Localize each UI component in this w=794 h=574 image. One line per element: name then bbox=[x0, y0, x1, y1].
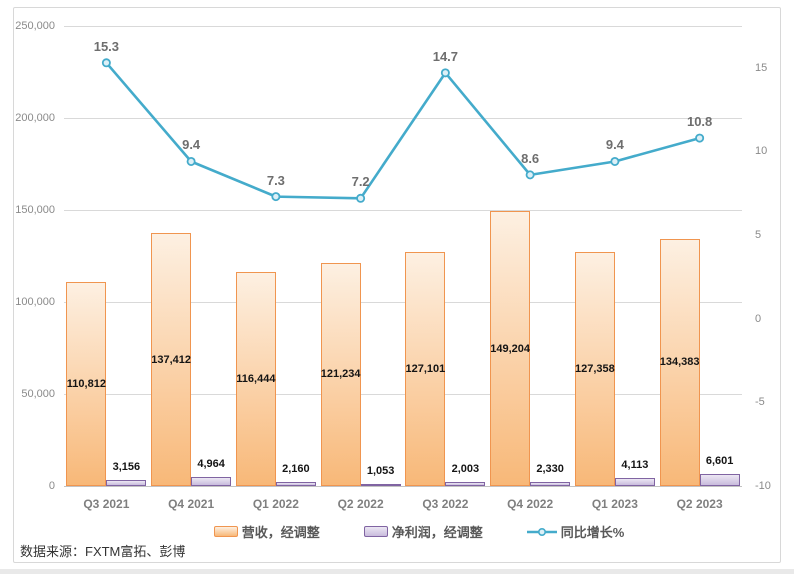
category-label: Q1 2022 bbox=[252, 497, 299, 511]
gridline bbox=[64, 118, 742, 119]
gridline bbox=[64, 210, 742, 211]
category-label: Q2 2023 bbox=[676, 497, 723, 511]
revenue-bar-label: 110,812 bbox=[66, 378, 106, 391]
legend-swatch-icon bbox=[213, 526, 238, 537]
revenue-bar[interactable] bbox=[405, 252, 446, 486]
page-bottom-divider bbox=[0, 569, 794, 574]
legend-label: 营收，经调整 bbox=[241, 525, 320, 540]
revenue-bar-label: 121,234 bbox=[320, 368, 361, 381]
legend-item-net-profit[interactable]: 净利润，经调整 bbox=[363, 522, 483, 541]
legend-line-marker-icon bbox=[526, 527, 557, 536]
revenue-bar[interactable] bbox=[151, 233, 192, 486]
left-axis-tick-label: 0 bbox=[48, 480, 55, 492]
net-profit-bar[interactable] bbox=[699, 473, 740, 486]
growth-point-label: 7.3 bbox=[266, 172, 285, 188]
right-axis-tick-label: 10 bbox=[755, 145, 768, 158]
left-axis-tick-label: 100,000 bbox=[15, 296, 55, 308]
growth-point-label: 8.6 bbox=[521, 150, 540, 166]
gridline bbox=[64, 26, 742, 27]
net-profit-bar[interactable] bbox=[445, 482, 486, 486]
left-axis-tick-label: 150,000 bbox=[15, 204, 55, 216]
legend-item-yoy-growth[interactable]: 同比增长% bbox=[526, 522, 625, 541]
growth-point-label: 15.3 bbox=[93, 38, 120, 54]
right-axis-tick-label: -10 bbox=[755, 480, 771, 492]
revenue-bar-label: 127,101 bbox=[405, 363, 446, 376]
left-axis-tick-label: 50,000 bbox=[21, 388, 55, 400]
net-profit-bar-label: 4,964 bbox=[197, 457, 225, 470]
revenue-bar[interactable] bbox=[235, 271, 276, 486]
net-profit-bar-label: 2,160 bbox=[282, 463, 310, 476]
revenue-bar-label: 127,358 bbox=[574, 362, 615, 375]
revenue-bar[interactable] bbox=[490, 211, 531, 486]
revenue-bar-label: 149,204 bbox=[490, 342, 531, 355]
growth-point-label: 14.7 bbox=[432, 48, 459, 64]
gridline bbox=[64, 302, 742, 303]
revenue-bar[interactable] bbox=[66, 282, 107, 486]
revenue-bar-label: 134,383 bbox=[659, 356, 700, 369]
growth-point-label: 10.8 bbox=[686, 114, 713, 130]
revenue-bar[interactable] bbox=[320, 262, 361, 486]
category-label: Q3 2022 bbox=[422, 497, 469, 511]
gridline bbox=[64, 394, 742, 395]
growth-point-label: 9.4 bbox=[605, 137, 624, 153]
legend-swatch-icon bbox=[363, 526, 388, 537]
revenue-bar-label: 137,412 bbox=[151, 353, 192, 366]
revenue-bar-label: 116,444 bbox=[236, 372, 276, 385]
net-profit-bar[interactable] bbox=[106, 480, 147, 486]
gridline bbox=[64, 486, 742, 487]
legend-item-revenue[interactable]: 营收，经调整 bbox=[213, 522, 320, 541]
data-source-note: 数据来源：FXTM富拓、彭博 bbox=[20, 544, 186, 559]
net-profit-bar-label: 4,113 bbox=[621, 459, 649, 472]
growth-point-label: 7.2 bbox=[351, 174, 370, 190]
net-profit-bar-label: 2,330 bbox=[536, 462, 564, 475]
category-label: Q3 2021 bbox=[83, 497, 130, 511]
net-profit-bar-label: 1,053 bbox=[366, 465, 395, 478]
right-axis-tick-label: -5 bbox=[755, 396, 765, 409]
net-profit-bar-label: 3,156 bbox=[112, 461, 141, 474]
category-label: Q2 2022 bbox=[337, 497, 384, 511]
legend-label: 同比增长% bbox=[560, 525, 625, 540]
growth-point-label: 9.4 bbox=[182, 137, 201, 153]
left-axis-tick-label: 200,000 bbox=[15, 112, 55, 124]
net-profit-bar-label: 2,003 bbox=[451, 463, 480, 476]
right-axis-tick-label: 5 bbox=[755, 229, 762, 242]
net-profit-bar[interactable] bbox=[614, 478, 655, 486]
category-label: Q1 2023 bbox=[591, 497, 638, 511]
net-profit-bar-label: 6,601 bbox=[705, 454, 734, 467]
right-axis-tick-label: 15 bbox=[755, 61, 768, 74]
net-profit-bar[interactable] bbox=[360, 484, 401, 487]
net-profit-bar[interactable] bbox=[530, 481, 571, 486]
category-label: Q4 2022 bbox=[507, 497, 554, 511]
revenue-bar[interactable] bbox=[659, 238, 700, 486]
net-profit-bar[interactable] bbox=[275, 482, 316, 486]
revenue-bar[interactable] bbox=[574, 251, 615, 486]
net-profit-bar[interactable] bbox=[191, 476, 232, 486]
left-axis-tick-label: 250,000 bbox=[15, 20, 55, 32]
legend-label: 净利润，经调整 bbox=[391, 525, 483, 540]
chart-legend: 营收，经调整 净利润，经调整 同比增长% bbox=[22, 522, 794, 541]
right-axis-tick-label: 0 bbox=[755, 312, 762, 325]
category-label: Q4 2021 bbox=[168, 497, 215, 511]
